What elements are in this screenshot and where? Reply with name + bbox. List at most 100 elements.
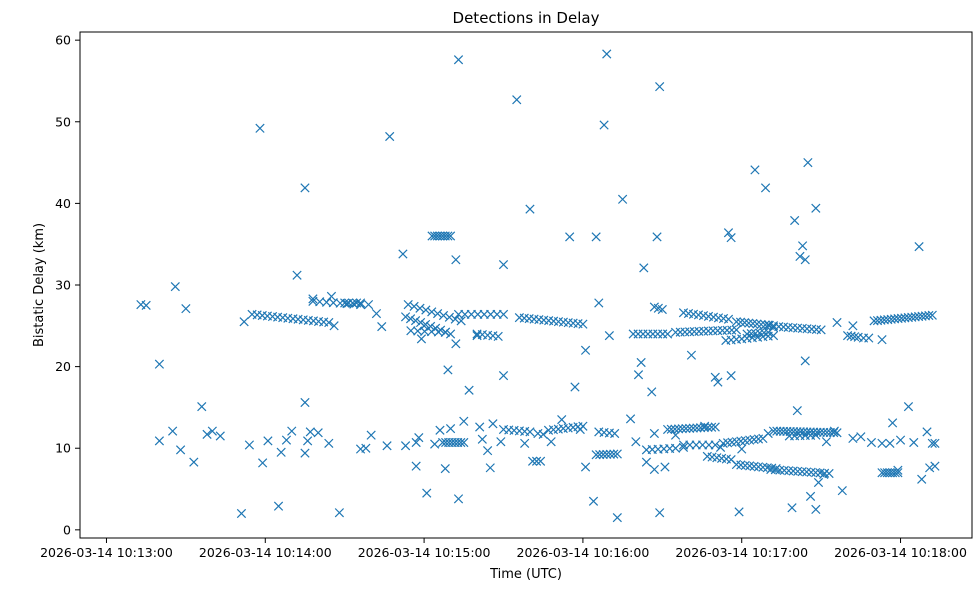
data-point-marker [525, 204, 535, 214]
data-point-marker [496, 437, 506, 447]
data-point-marker [927, 310, 937, 320]
data-point-marker [746, 329, 756, 339]
data-point-marker [594, 298, 604, 308]
data-markers [136, 49, 940, 523]
y-axis-label: Bistatic Delay (km) [32, 223, 47, 347]
data-point-marker [703, 422, 713, 433]
data-point-marker [877, 438, 887, 448]
data-point-marker [538, 429, 548, 439]
y-tick-label: 30 [55, 278, 71, 293]
data-point-marker [415, 303, 425, 313]
data-point-marker [361, 443, 371, 453]
data-point-marker [800, 255, 810, 265]
data-point-marker [525, 427, 535, 437]
data-point-marker [903, 401, 914, 412]
data-point-marker [666, 424, 676, 434]
data-point-marker [670, 443, 681, 453]
data-point-marker [772, 426, 782, 436]
data-point-marker [930, 461, 940, 471]
data-point-marker [641, 457, 652, 467]
plot-frame [79, 31, 973, 539]
data-point-marker [498, 259, 509, 270]
data-point-marker [649, 428, 659, 439]
data-point-marker [670, 424, 680, 434]
data-point-marker [605, 449, 615, 459]
data-point-marker [790, 215, 800, 226]
data-point-marker [681, 423, 691, 434]
data-point-marker [775, 426, 785, 436]
data-point-marker [609, 449, 619, 459]
data-point-marker [795, 251, 805, 262]
x-tick-label: 2026-03-14 10:16:00 [517, 545, 650, 560]
data-point-marker [647, 387, 657, 397]
data-point-marker [925, 463, 935, 473]
data-point-marker [731, 317, 742, 327]
data-point-marker [366, 430, 376, 440]
data-point-marker [546, 437, 556, 447]
data-point-marker [832, 317, 842, 328]
data-point-marker [371, 308, 382, 319]
data-point-marker [453, 494, 464, 504]
data-point-marker [445, 329, 456, 339]
data-point-marker [445, 424, 456, 434]
data-point-marker [763, 327, 773, 337]
data-point-marker [816, 325, 826, 335]
data-point-marker [324, 438, 334, 448]
data-point-marker [735, 317, 746, 327]
data-point-marker [602, 49, 612, 59]
data-point-marker [444, 312, 455, 322]
data-point-marker [848, 433, 858, 444]
data-point-marker [782, 426, 792, 437]
data-point-marker [649, 464, 659, 475]
data-point-marker [400, 312, 411, 322]
data-point-marker [239, 317, 249, 327]
data-point-marker [731, 325, 742, 335]
data-point-marker [686, 350, 697, 360]
data-point-marker [244, 440, 255, 450]
data-point-marker [792, 406, 802, 416]
data-point-marker [308, 294, 318, 304]
data-point-marker [740, 318, 750, 328]
data-point-marker [557, 415, 567, 425]
data-point-marker [329, 321, 339, 331]
data-point-marker [803, 157, 813, 168]
data-point-marker [678, 442, 689, 453]
y-axis: 0 10 20 30 40 50 60 [55, 33, 80, 537]
data-point-marker [599, 120, 609, 130]
data-point-marker [427, 307, 437, 317]
data-point-marker [895, 435, 906, 445]
data-point-marker [588, 496, 599, 506]
data-point-marker [168, 426, 178, 436]
data-point-marker [662, 329, 673, 339]
data-point-marker [363, 299, 374, 310]
data-point-marker [914, 242, 924, 252]
data-point-marker [612, 449, 622, 459]
data-point-marker [411, 461, 421, 471]
data-point-marker [684, 423, 695, 433]
data-point-marker [236, 508, 247, 519]
data-point-marker [612, 512, 622, 523]
data-point-marker [413, 326, 423, 336]
data-point-marker [837, 486, 847, 496]
data-point-marker [300, 183, 310, 193]
data-point-marker [175, 445, 186, 455]
data-point-marker [197, 401, 207, 412]
data-point-marker [750, 165, 760, 175]
data-point-marker [636, 357, 646, 368]
data-point-marker [815, 427, 825, 437]
data-point-marker [924, 310, 934, 321]
data-point-marker [459, 416, 469, 426]
data-point-marker [443, 231, 453, 241]
data-point-marker [824, 468, 834, 479]
data-point-marker [340, 298, 350, 308]
data-point-marker [287, 426, 297, 436]
data-point-marker [811, 430, 821, 440]
data-point-marker [324, 317, 334, 328]
data-point-marker [281, 435, 292, 445]
data-point-marker [660, 462, 670, 472]
chart-title: Detections in Delay [453, 9, 600, 27]
data-point-marker [432, 309, 443, 319]
data-point-marker [655, 82, 665, 92]
data-point-marker [303, 436, 313, 446]
